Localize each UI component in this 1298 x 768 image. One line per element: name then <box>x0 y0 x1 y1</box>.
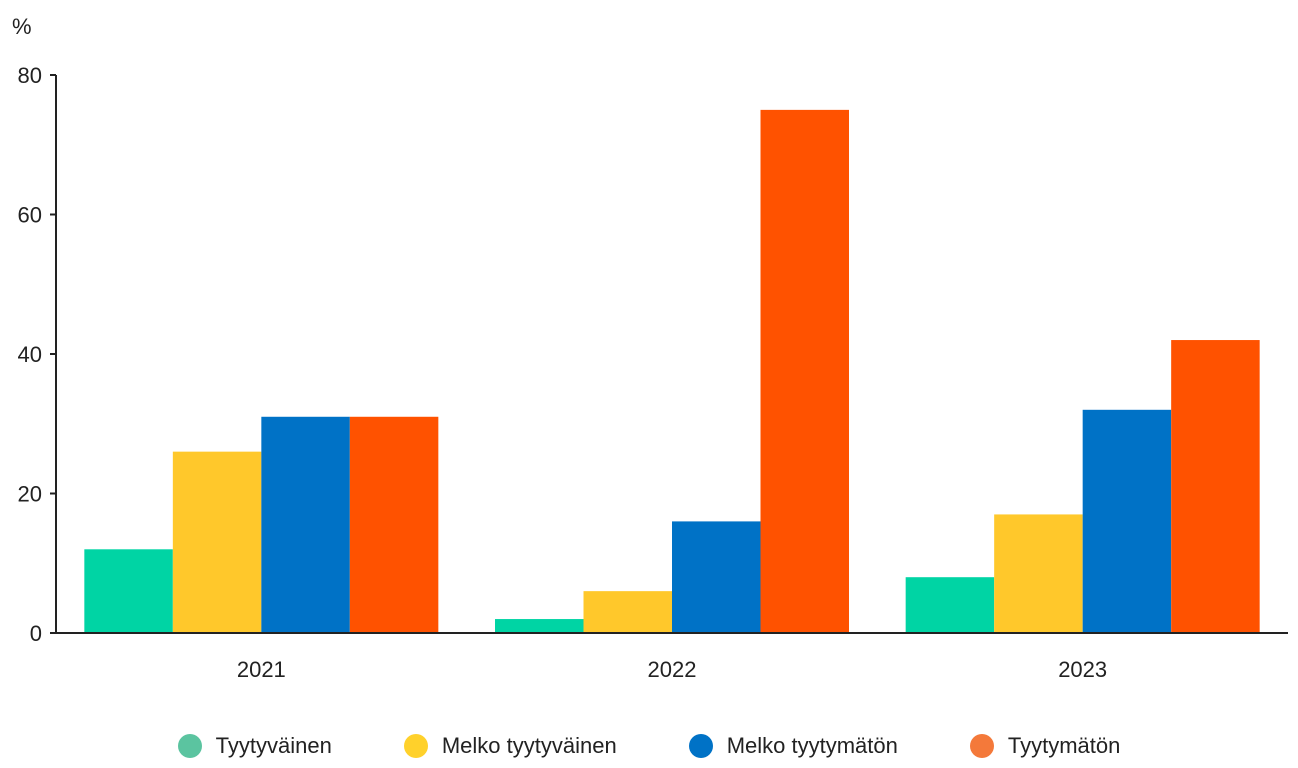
legend-label: Melko tyytyväinen <box>441 733 617 758</box>
bar <box>495 619 584 633</box>
bar <box>1082 409 1172 633</box>
legend-item: Tyytyväinen <box>177 733 332 759</box>
y-axis-label: % <box>12 14 32 39</box>
bar <box>172 451 262 633</box>
legend-swatch-icon <box>403 734 428 758</box>
bar-chart-plot: % 0 20 40 60 80 2021 2022 2023 <box>12 14 1288 682</box>
bar <box>261 416 350 633</box>
legend-item: Tyytymätön <box>969 733 1121 759</box>
bar <box>349 416 439 633</box>
y-tick-label: 40 <box>18 342 42 367</box>
x-axis-ticks: 2021 2022 2023 <box>237 657 1107 682</box>
bar <box>1171 340 1260 633</box>
legend-item: Melko tyytyväinen <box>403 733 617 759</box>
bar <box>994 514 1083 633</box>
legend-item: Melko tyytymätön <box>688 733 898 759</box>
legend-swatch-icon <box>177 734 202 758</box>
legend-label: Melko tyytymätön <box>726 733 898 758</box>
x-tick-label: 2022 <box>648 657 697 682</box>
bars <box>84 109 1260 633</box>
bar <box>583 591 672 633</box>
y-tick-label: 60 <box>18 203 42 228</box>
bar <box>84 549 173 633</box>
legend-label: Tyytyväinen <box>215 733 332 758</box>
bar <box>905 577 995 633</box>
bar <box>760 109 849 633</box>
bar <box>672 521 761 633</box>
y-tick-label: 0 <box>30 621 42 646</box>
x-tick-label: 2023 <box>1058 657 1107 682</box>
legend-label: Tyytymätön <box>1007 733 1121 758</box>
y-tick-label: 80 <box>18 63 42 88</box>
legend: Tyytyväinen Melko tyytyväinen Melko tyytym… <box>0 724 1298 768</box>
y-tick-label: 20 <box>18 482 42 507</box>
legend-swatch-icon <box>969 734 994 758</box>
y-axis-ticks: 0 20 40 60 80 <box>18 63 56 646</box>
legend-swatch-icon <box>688 734 713 758</box>
x-tick-label: 2021 <box>237 657 286 682</box>
